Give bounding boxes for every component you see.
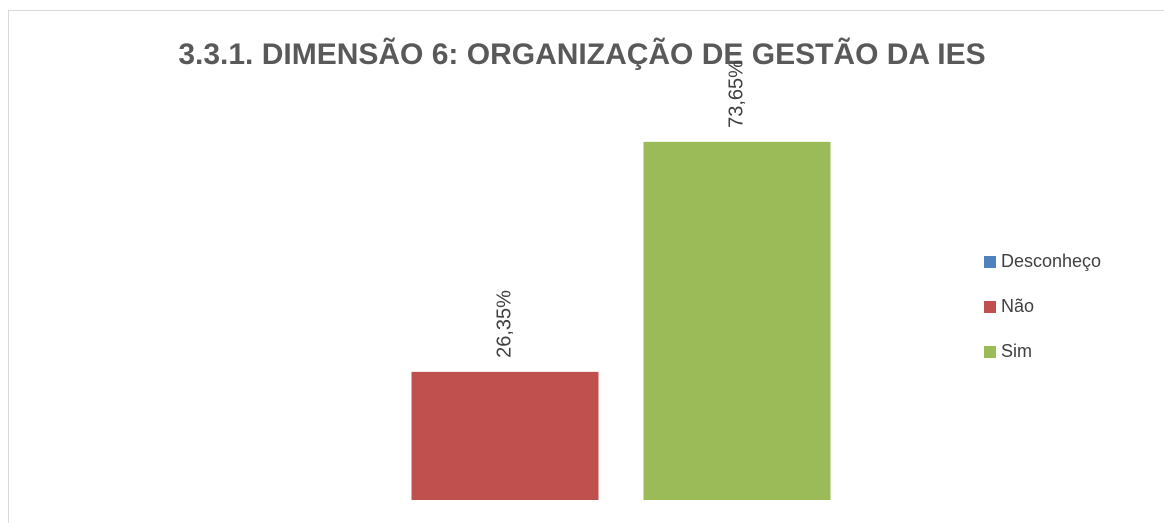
legend-swatch [984, 346, 996, 358]
legend-label: Sim [1001, 341, 1032, 361]
legend-swatch [984, 301, 996, 313]
bar [411, 371, 599, 500]
value-label: 26,35% [493, 290, 515, 358]
chart-title: 3.3.1. DIMENSÃO 6: ORGANIZAÇÃO DE GESTÃO… [178, 37, 985, 71]
bar [643, 141, 831, 500]
legend-label: Não [1001, 296, 1034, 316]
value-label: 73,65% [725, 60, 747, 128]
legend-swatch [984, 256, 996, 268]
legend-label: Desconheço [1001, 251, 1101, 271]
